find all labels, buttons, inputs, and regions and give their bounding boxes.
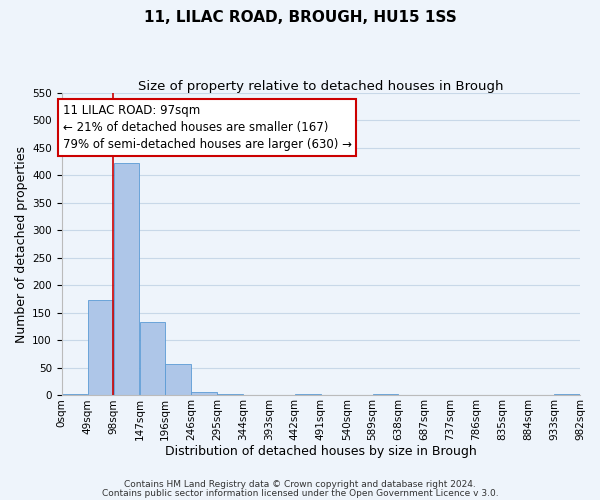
Bar [166,364,191,396]
Text: Contains HM Land Registry data © Crown copyright and database right 2024.: Contains HM Land Registry data © Crown c… [124,480,476,489]
Text: 11, LILAC ROAD, BROUGH, HU15 1SS: 11, LILAC ROAD, BROUGH, HU15 1SS [143,10,457,25]
Y-axis label: Number of detached properties: Number of detached properties [15,146,28,342]
Title: Size of property relative to detached houses in Brough: Size of property relative to detached ho… [138,80,503,93]
X-axis label: Distribution of detached houses by size in Brough: Distribution of detached houses by size … [165,444,476,458]
Text: 11 LILAC ROAD: 97sqm
← 21% of detached houses are smaller (167)
79% of semi-deta: 11 LILAC ROAD: 97sqm ← 21% of detached h… [62,104,352,151]
Bar [554,394,580,396]
Bar [373,394,398,396]
Bar [217,394,243,396]
Bar [62,394,88,396]
Bar [88,300,113,396]
Bar [140,322,165,396]
Bar [295,394,320,396]
Text: Contains public sector information licensed under the Open Government Licence v : Contains public sector information licen… [101,489,499,498]
Bar [113,164,139,396]
Bar [191,392,217,396]
